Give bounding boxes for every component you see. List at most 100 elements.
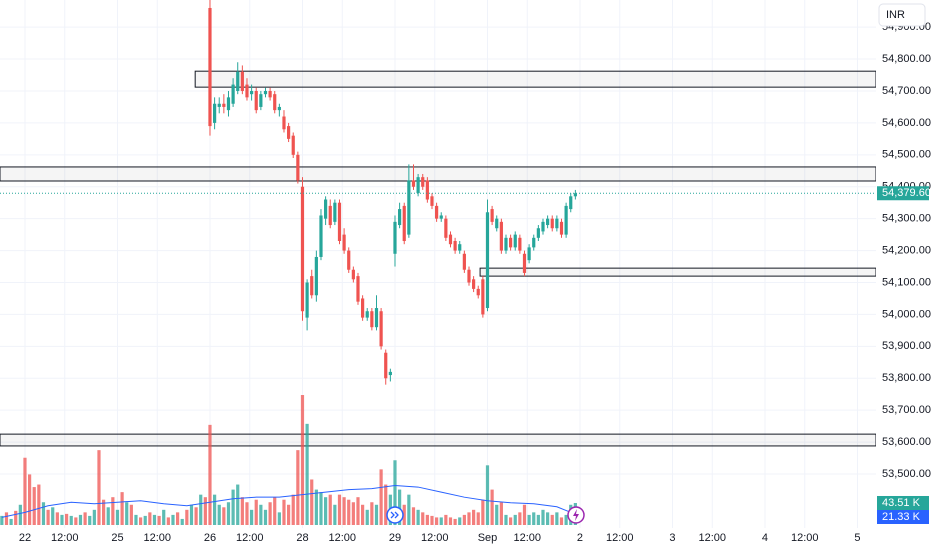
- volume-bar: [550, 514, 554, 525]
- currency-button[interactable]: INR: [878, 3, 926, 27]
- volume-bar: [546, 512, 550, 525]
- candle-body: [416, 177, 420, 194]
- volume-bar: [143, 515, 147, 525]
- volume-bar: [152, 514, 157, 525]
- volume-bar: [384, 484, 388, 525]
- candle-body: [453, 241, 457, 251]
- candle-body: [411, 180, 416, 187]
- candle-body: [384, 352, 388, 379]
- candle-body: [342, 234, 346, 251]
- x-tick-label: 26: [204, 532, 216, 544]
- candle-body: [527, 247, 531, 261]
- volume-bar: [513, 514, 517, 525]
- volume-bar: [481, 499, 485, 525]
- candle-body: [402, 205, 406, 242]
- candle-body: [240, 71, 244, 91]
- volume-bar: [148, 512, 152, 525]
- candle-body: [518, 237, 522, 251]
- candle-body: [254, 90, 258, 111]
- x-tick-label: 12:00: [51, 532, 79, 544]
- volume-bar: [217, 504, 221, 525]
- volume-bar: [337, 494, 342, 525]
- volume-bar: [231, 489, 235, 525]
- event-icon-glyph[interactable]: [573, 509, 579, 521]
- candle-body: [231, 84, 235, 104]
- x-tick-label: 12:00: [791, 532, 819, 544]
- volume-bar: [14, 510, 18, 525]
- candle-body: [495, 218, 499, 229]
- candle-body: [347, 250, 351, 270]
- y-tick-label: 54,100.00: [882, 276, 931, 288]
- volume-bar: [527, 514, 531, 525]
- volume-bar: [421, 512, 425, 525]
- candle-body: [213, 103, 217, 123]
- candle-body: [573, 193, 577, 197]
- replay-icon[interactable]: [386, 506, 404, 524]
- y-tick-label: 53,600.00: [882, 436, 931, 448]
- volume-bar: [467, 512, 471, 525]
- volume-bar: [102, 499, 106, 525]
- x-tick-label: 3: [669, 532, 675, 544]
- volume-bar: [129, 504, 133, 525]
- volume-label: 43.51 K: [882, 497, 921, 509]
- x-tick-label: 12:00: [143, 532, 171, 544]
- replay-icon-circle[interactable]: [386, 506, 404, 524]
- volume-bar: [504, 514, 508, 525]
- volume-bar: [236, 484, 240, 525]
- candle-body: [550, 218, 554, 229]
- event-icon[interactable]: [567, 506, 585, 524]
- x-tick-label: 2: [577, 532, 583, 544]
- volume-bar: [37, 484, 41, 525]
- volume-bar: [370, 502, 374, 525]
- volume-bar: [402, 504, 406, 525]
- volume-bar: [4, 512, 9, 525]
- volume-bar: [518, 512, 522, 525]
- volume-bar: [282, 499, 286, 525]
- volume-bar: [314, 489, 318, 525]
- volume-bar: [319, 492, 323, 525]
- last-price-box: [877, 186, 929, 201]
- zone: [0, 166, 877, 182]
- candle-body: [236, 71, 240, 91]
- volume-bar: [245, 502, 249, 525]
- candle-body: [370, 311, 374, 328]
- x-tick-label: 12:00: [421, 532, 449, 544]
- volume-bar: [453, 518, 457, 525]
- volume-bar: [374, 504, 379, 525]
- candle-body: [314, 256, 318, 296]
- currency-button-frame[interactable]: [878, 3, 926, 27]
- volume-bar: [495, 504, 499, 525]
- volume-bar: [92, 509, 96, 525]
- candle-body: [374, 308, 379, 328]
- volume-bar: [342, 497, 346, 525]
- volume-bar: [83, 512, 87, 525]
- volume-bar: [351, 502, 355, 525]
- candle-body: [504, 237, 508, 251]
- zone: [0, 433, 877, 447]
- candle-body: [485, 212, 490, 309]
- volume-bar: [18, 504, 22, 525]
- volume-bar: [250, 509, 254, 525]
- volume-bar: [296, 450, 300, 525]
- currency-label[interactable]: INR: [886, 9, 905, 21]
- x-tick-label: 12:00: [513, 532, 541, 544]
- volume-bar: [176, 512, 180, 525]
- volume-bar: [199, 494, 203, 525]
- volume-bar: [208, 424, 212, 525]
- candle-body: [388, 371, 392, 376]
- volume-bar: [499, 502, 503, 525]
- volume-bar: [115, 509, 120, 525]
- replay-icon-glyph[interactable]: [390, 511, 399, 519]
- volume-ma-label: 21.33 K: [882, 511, 921, 523]
- volume-bar: [69, 515, 73, 525]
- volume-bar: [407, 494, 411, 525]
- volume-bar: [458, 517, 462, 525]
- candle-body: [462, 253, 466, 270]
- volume-bar: [259, 504, 263, 525]
- volume-bar: [134, 514, 138, 525]
- candle-body: [208, 7, 212, 127]
- candle-body: [250, 90, 254, 95]
- candle-body: [328, 205, 332, 226]
- volume-bar: [522, 504, 527, 525]
